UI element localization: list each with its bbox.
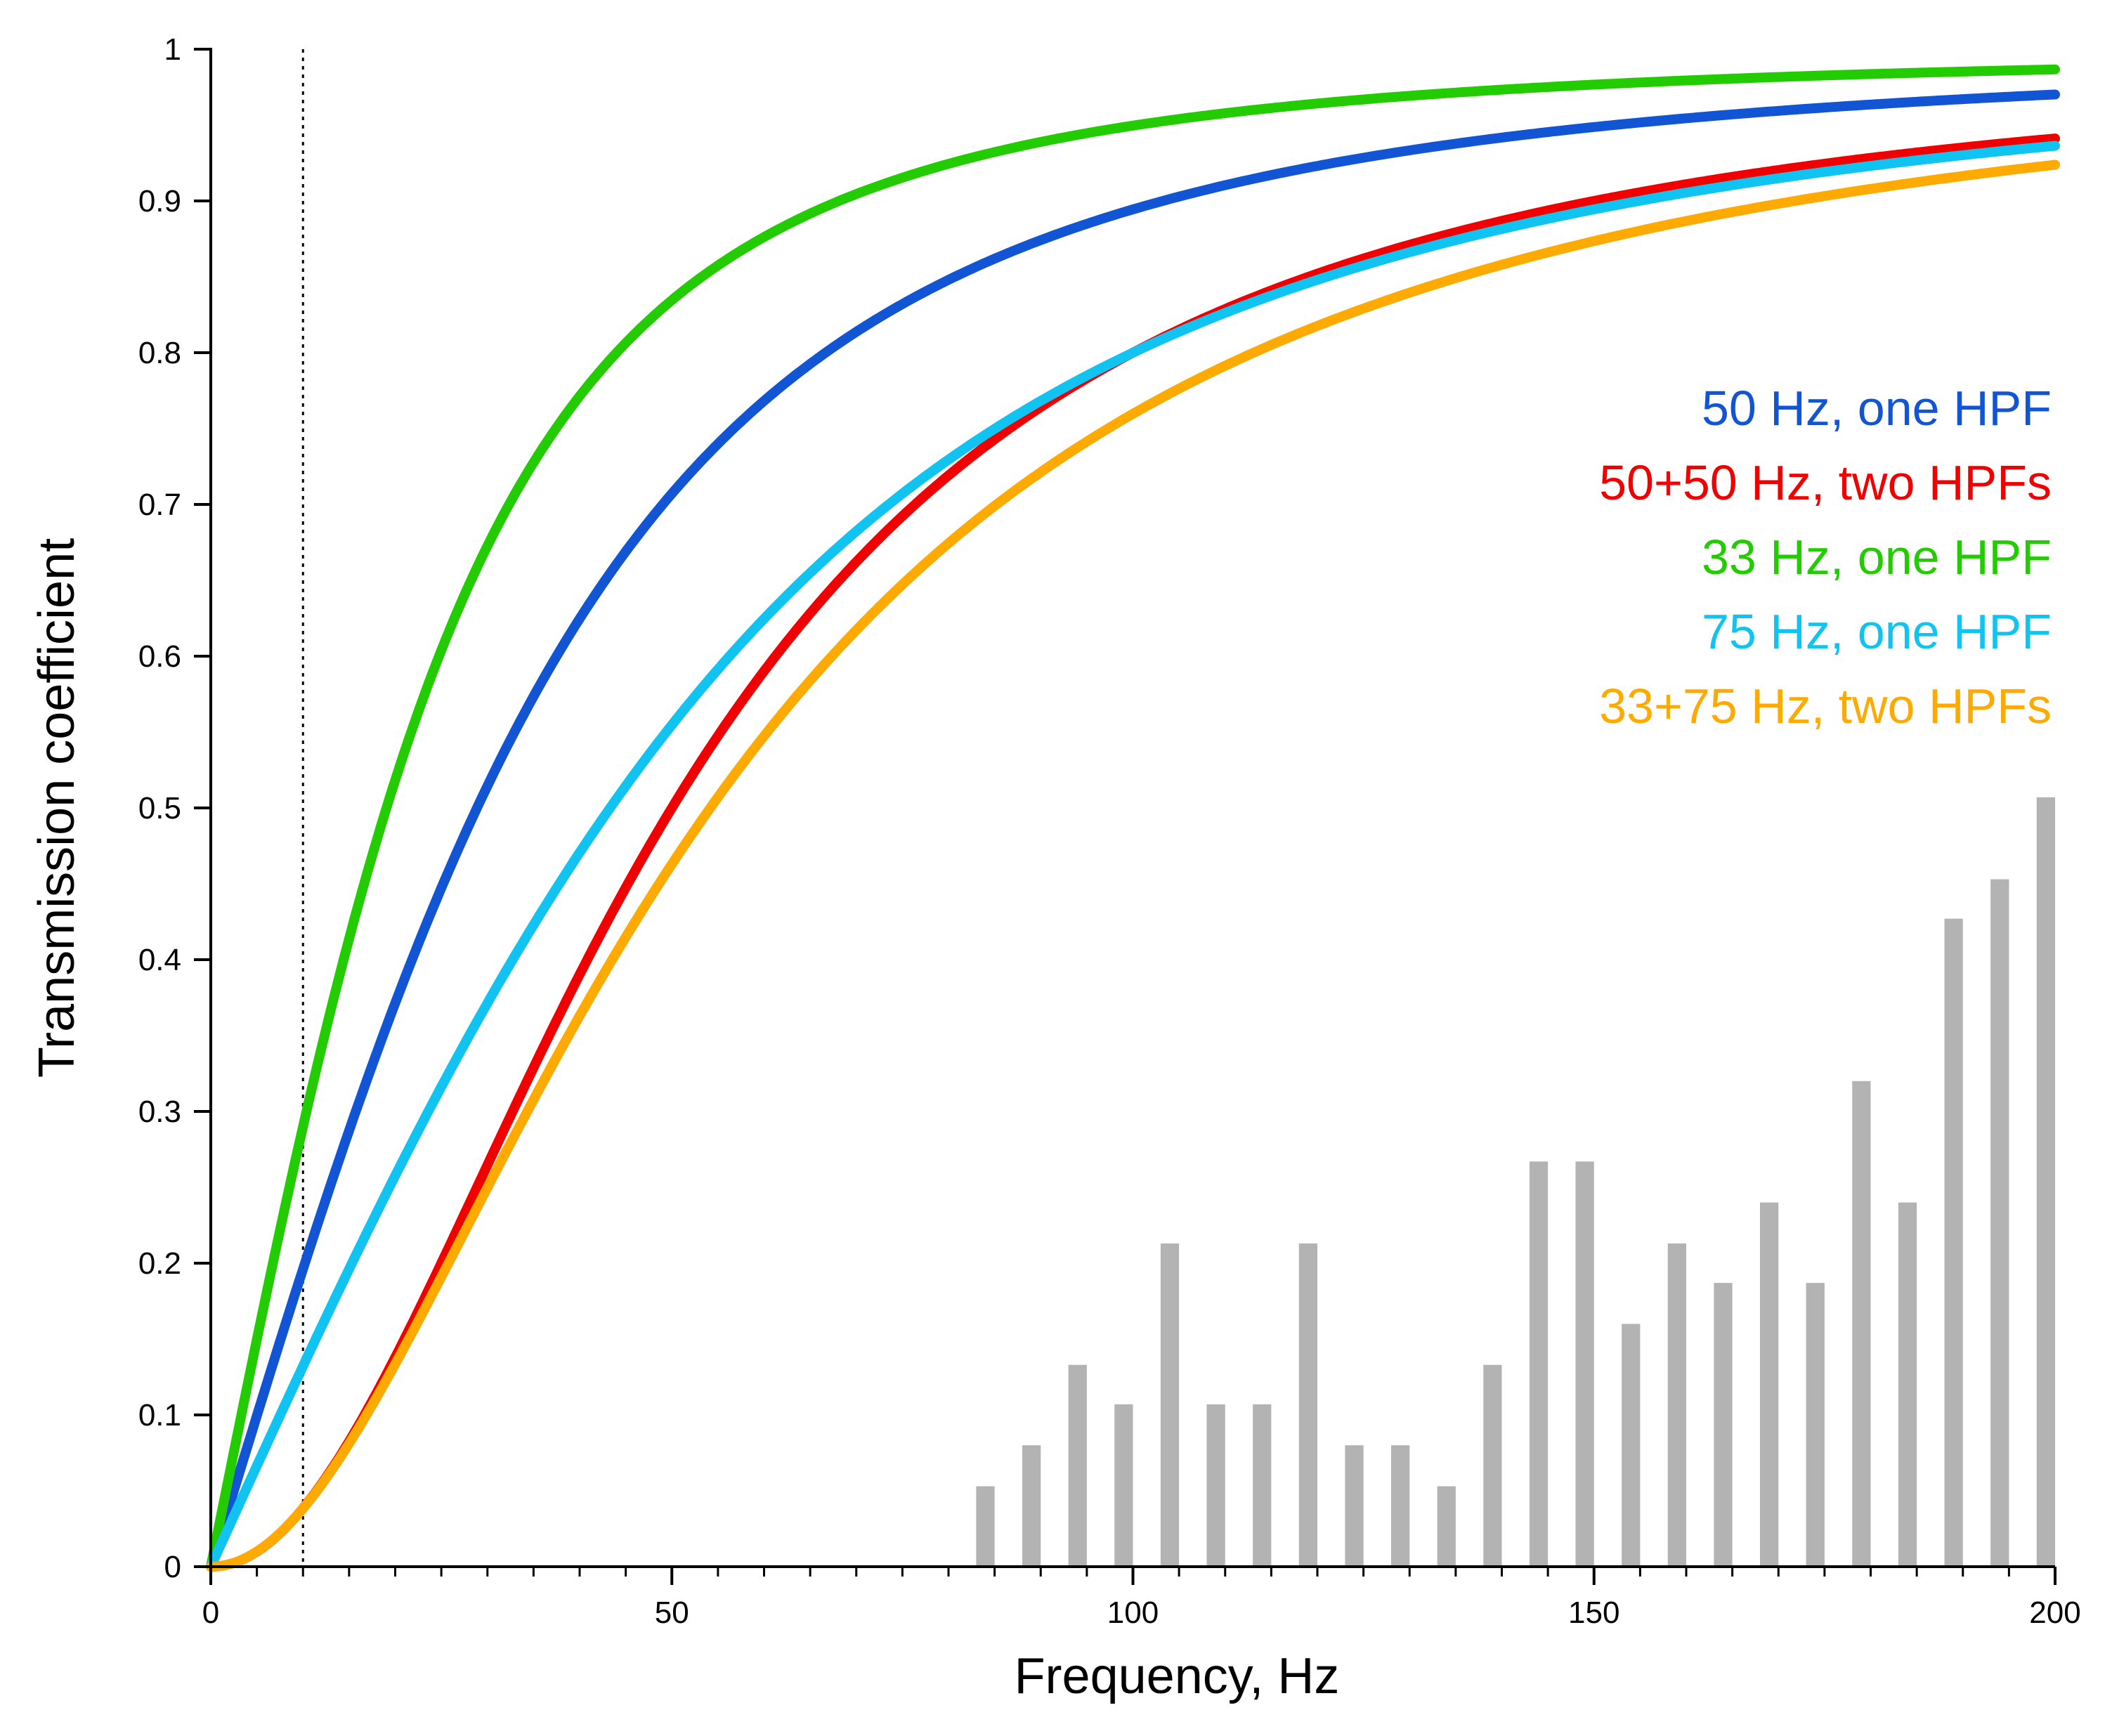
histogram-bar <box>1391 1445 1410 1567</box>
series-line <box>206 141 2060 1572</box>
histogram-bar <box>1068 1364 1087 1567</box>
series-curves <box>206 64 2060 1572</box>
legend-entry: 33+75 Hz, two HPFs <box>1599 679 2052 733</box>
histogram-bar <box>1944 918 1963 1567</box>
axis-ticks: 0 0.1 0.2 0.3 0.4 0.5 0.6 0.7 0.8 0.9 1 0 50 100 150 20… <box>138 32 2081 1630</box>
series-line <box>206 64 2060 1572</box>
y-tick-label: 0.7 <box>138 488 181 522</box>
y-tick-label: 0.8 <box>138 336 181 370</box>
y-tick-label: 1 <box>164 32 181 67</box>
y-tick-label: 0 <box>164 1550 181 1584</box>
x-tick-label: 0 <box>202 1595 219 1630</box>
histogram-bar <box>1206 1404 1225 1567</box>
histogram-bar <box>1667 1243 1686 1567</box>
histogram-bar <box>1160 1243 1180 1567</box>
histogram-bar <box>1760 1202 1779 1567</box>
histogram-bar <box>1298 1243 1317 1567</box>
series-line <box>206 89 2060 1572</box>
histogram-bar <box>1622 1324 1641 1567</box>
histogram-bars <box>976 797 2055 1567</box>
legend-entry: 33 Hz, one HPF <box>1702 530 2052 585</box>
histogram-bar <box>976 1486 995 1567</box>
histogram-bar <box>1114 1404 1133 1567</box>
histogram-bar <box>1483 1364 1502 1567</box>
histogram-bar <box>1575 1161 1594 1567</box>
histogram-bar <box>1990 879 2009 1567</box>
y-tick-label: 0.9 <box>138 184 181 218</box>
histogram-bar <box>1437 1486 1456 1567</box>
histogram-bar <box>1022 1445 1041 1567</box>
y-tick-label: 0.5 <box>138 791 181 825</box>
x-tick-label: 200 <box>2029 1595 2080 1630</box>
histogram-bar <box>1529 1161 1549 1567</box>
legend-entry: 50+50 Hz, two HPFs <box>1599 455 2052 510</box>
y-tick-label: 0.6 <box>138 639 181 674</box>
legend: 50 Hz, one HPF 50+50 Hz, two HPFs 33 Hz, o… <box>1599 381 2052 733</box>
histogram-bar <box>1714 1283 1733 1567</box>
legend-entry: 75 Hz, one HPF <box>1702 604 2052 659</box>
y-tick-label: 0.3 <box>138 1095 181 1129</box>
series-line <box>206 159 2060 1572</box>
x-tick-label: 100 <box>1107 1595 1159 1630</box>
x-tick-label: 50 <box>655 1595 689 1630</box>
x-tick-label: 150 <box>1568 1595 1619 1630</box>
histogram-bar <box>2036 797 2055 1567</box>
x-axis-title: Frequency, Hz <box>1015 1648 1340 1704</box>
histogram-bar <box>1852 1081 1871 1567</box>
y-axis-title: Transmission coefficient <box>29 538 85 1078</box>
histogram-bar <box>1806 1283 1825 1567</box>
legend-entry: 50 Hz, one HPF <box>1702 381 2052 436</box>
histogram-bar <box>1345 1445 1364 1567</box>
y-tick-label: 0.1 <box>138 1398 181 1432</box>
y-tick-label: 0.2 <box>138 1246 181 1281</box>
histogram-bar <box>1253 1404 1272 1567</box>
y-tick-label: 0.4 <box>138 943 181 977</box>
histogram-bar <box>1898 1202 1917 1567</box>
